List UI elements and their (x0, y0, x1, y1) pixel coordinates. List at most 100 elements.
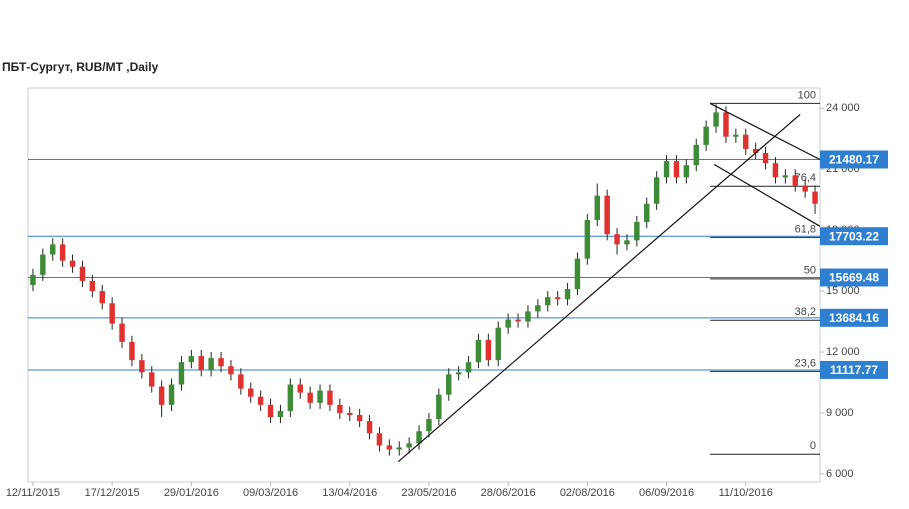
candle-body (673, 161, 680, 178)
candle-body (317, 390, 323, 403)
candle-body (30, 274, 36, 285)
x-tick-label: 11/10/2016 (719, 487, 773, 499)
candle-body (406, 443, 412, 448)
candle-body (40, 254, 46, 275)
y-tick-label: 24 000 (826, 102, 860, 114)
candle-body (525, 311, 531, 322)
fib-label: 76,4 (795, 172, 816, 184)
candle-body (366, 421, 373, 434)
level-box (820, 360, 888, 379)
y-tick-label: 6 000 (826, 468, 854, 480)
fib-label: 61,8 (795, 223, 816, 235)
candle-body (257, 396, 264, 405)
axes (27, 87, 821, 483)
candle-body (743, 134, 749, 149)
candle-body (762, 152, 769, 164)
candle-body (535, 305, 541, 312)
candle-body (79, 266, 86, 281)
y-tick-label: 15 000 (826, 285, 860, 297)
candle-body (228, 366, 234, 375)
candle-body (584, 220, 591, 259)
candle-body (624, 240, 630, 245)
candle-body (436, 394, 442, 420)
candle-body (327, 390, 333, 405)
candle-body (446, 374, 452, 395)
candle-body (149, 372, 155, 387)
candle-body (812, 191, 818, 204)
x-tick-label: 29/01/2016 (164, 487, 219, 499)
candle-body (277, 410, 284, 418)
candle-body (297, 384, 303, 393)
trend-line (709, 102, 821, 161)
x-tick-label: 09/03/2016 (243, 487, 298, 499)
candle-body (713, 112, 719, 127)
level-box (820, 150, 888, 169)
candle-body (386, 445, 393, 450)
fib-label: 23,6 (795, 357, 816, 369)
candle-body (50, 244, 56, 255)
candle-body (485, 339, 492, 361)
candle-body (178, 362, 185, 385)
x-tick-label: 06/09/2016 (639, 487, 694, 499)
level-label: 17703.22 (829, 229, 879, 243)
candle-body (723, 112, 729, 137)
candle-body (545, 297, 551, 306)
candle-body (109, 303, 115, 324)
candle-body (792, 175, 798, 186)
candle-body (267, 404, 274, 418)
candle-body (218, 358, 224, 367)
candle-body (376, 433, 383, 446)
candle-body (396, 447, 402, 450)
fib-label: 0 (810, 440, 816, 452)
level-box (820, 308, 888, 327)
candle-body (802, 185, 808, 192)
candle-body (752, 148, 759, 153)
candle-body (168, 384, 175, 405)
level-box (820, 227, 888, 246)
candle-body (703, 126, 709, 145)
candle-body (505, 319, 511, 328)
candle-body (347, 412, 353, 415)
x-tick-label: 13/04/2016 (322, 487, 377, 499)
fib-label: 38,2 (795, 306, 816, 318)
x-tick-label: 12/11/2015 (6, 487, 60, 499)
candle-body (59, 244, 66, 261)
candle-body (198, 356, 204, 371)
candle-body (139, 360, 145, 373)
candle-body (119, 323, 125, 342)
y-tick-label: 9 000 (826, 407, 854, 419)
candle-body (554, 297, 561, 300)
candle-body (475, 339, 482, 363)
candle-body (495, 327, 501, 361)
candle-body (604, 195, 610, 235)
y-tick-label: 12 000 (826, 346, 860, 358)
x-tick-label: 23/05/2016 (401, 487, 456, 499)
level-label: 15669.48 (829, 271, 879, 285)
candle-body (307, 392, 313, 403)
trend-line (713, 163, 821, 227)
candle-body (208, 358, 214, 371)
fib-label: 50 (804, 265, 816, 277)
chart-title: ПБТ-Сургут, RUB/MT ,Daily (2, 60, 159, 74)
candle-body (594, 195, 600, 221)
fib-label: 100 (798, 89, 816, 101)
candle-body (564, 289, 571, 300)
candle-body (188, 356, 195, 363)
level-box (820, 268, 888, 287)
level-label: 13684.16 (829, 311, 879, 325)
x-tick-label: 28/06/2016 (481, 487, 536, 499)
candle-body (653, 177, 660, 204)
candle-body (465, 362, 472, 373)
candle-body (89, 280, 96, 292)
candle-body (416, 431, 422, 444)
candle-body (644, 203, 650, 223)
candle-body (356, 414, 363, 422)
level-label: 21480.17 (829, 153, 879, 167)
candle-body (158, 386, 165, 405)
candle-body (99, 291, 105, 304)
candle-body (574, 258, 581, 290)
candle-body (129, 341, 135, 361)
level-label: 11117.77 (830, 363, 878, 377)
candle-body (238, 374, 244, 389)
